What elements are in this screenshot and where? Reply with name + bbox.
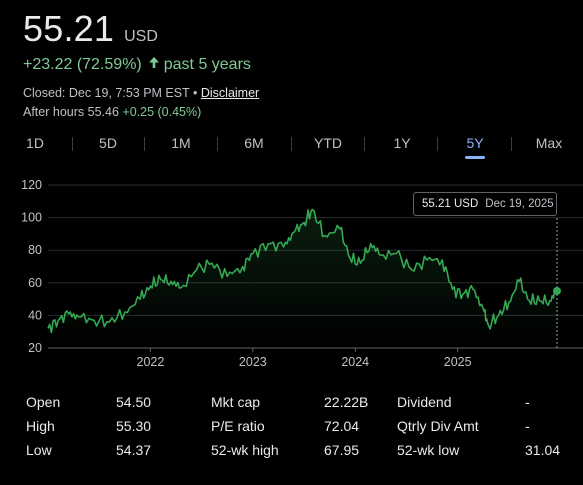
stat-value-mkt-cap: 22.22B [324,394,369,410]
range-divider [511,137,512,151]
stat-label-52wk-low: 52-wk low [397,442,460,458]
y-tick-label: 100 [21,211,42,225]
range-tab-5y[interactable]: 5Y [466,135,484,151]
arrow-up-icon [148,56,160,74]
after-hours: After hours 55.46 +0.25 (0.45%) [23,105,201,119]
stat-label-pe-ratio: P/E ratio [211,418,265,434]
range-tab-max[interactable]: Max [535,135,563,151]
active-range-indicator [465,156,485,159]
after-hours-change: +0.25 (0.45%) [122,105,202,119]
y-tick-label: 40 [28,308,42,322]
stat-label-low: Low [26,442,52,458]
range-tab-1y[interactable]: 1Y [393,135,411,151]
stat-value-52wk-high: 67.95 [324,442,360,458]
stat-value-dividend: - [525,394,530,410]
x-tick-label: 2022 [137,355,165,369]
x-axis-ticks: 2022 2023 2024 2025 [137,348,472,369]
price-chart[interactable]: 120 100 80 60 40 20 2022 2023 2024 2025 [0,170,583,370]
x-tick-label: 2024 [341,355,369,369]
stat-label-52wk-high: 52-wk high [211,442,279,458]
range-tab-6m[interactable]: 6M [244,135,264,151]
last-price-dot [553,286,561,295]
y-axis-ticks: 120 100 80 60 40 20 [21,178,42,355]
disclaimer-link[interactable]: Disclaimer [200,86,260,100]
stat-label-mkt-cap: Mkt cap [211,394,261,410]
stat-value-pe-ratio: 72.04 [324,418,360,434]
range-tabs: 1D 5D 1M 6M YTD 1Y 5Y Max [0,133,583,159]
x-tick-label: 2023 [239,355,267,369]
range-tab-5d[interactable]: 5D [99,135,117,151]
range-divider [437,137,438,151]
x-tick-label: 2025 [444,355,472,369]
stat-label-high: High [26,418,55,434]
price-header: 55.21 USD [23,8,158,50]
change-period: past 5 years [163,56,251,73]
current-price: 55.21 [23,8,115,49]
stat-label-qtrly-div: Qtrly Div Amt [397,418,479,434]
stat-value-52wk-low: 31.04 [525,442,561,458]
y-tick-label: 80 [28,243,42,257]
stat-value-open: 54.50 [116,394,152,410]
range-tab-1d[interactable]: 1D [26,135,44,151]
tooltip-date: Dec 19, 2025 [485,198,554,210]
range-tab-1m[interactable]: 1M [171,135,191,151]
stat-value-low: 54.37 [116,442,152,458]
y-tick-label: 120 [21,178,42,192]
closed-text: Closed: Dec 19, 7:53 PM EST • [23,86,198,100]
price-area [48,209,557,348]
change-amount: +23.22 (72.59%) [23,56,142,73]
stat-label-open: Open [26,394,61,410]
range-divider [72,137,73,151]
price-change: +23.22 (72.59%) past 5 years [23,56,251,74]
stat-value-high: 55.30 [116,418,152,434]
range-divider [364,137,365,151]
stat-value-qtrly-div: - [525,418,530,434]
stat-label-dividend: Dividend [397,394,452,410]
after-hours-label: After hours 55.46 [23,105,119,119]
chart-tooltip: 55.21 USD Dec 19, 2025 [413,192,557,216]
range-divider [217,137,218,151]
price-line [47,208,558,334]
range-tab-ytd[interactable]: YTD [314,135,342,151]
market-status: Closed: Dec 19, 7:53 PM EST • Disclaimer [23,86,259,100]
range-divider [144,137,145,151]
y-tick-label: 60 [28,276,42,290]
y-tick-label: 20 [28,341,42,355]
tooltip-value: 55.21 USD [422,198,479,210]
currency-label: USD [124,28,158,45]
range-divider [291,137,292,151]
